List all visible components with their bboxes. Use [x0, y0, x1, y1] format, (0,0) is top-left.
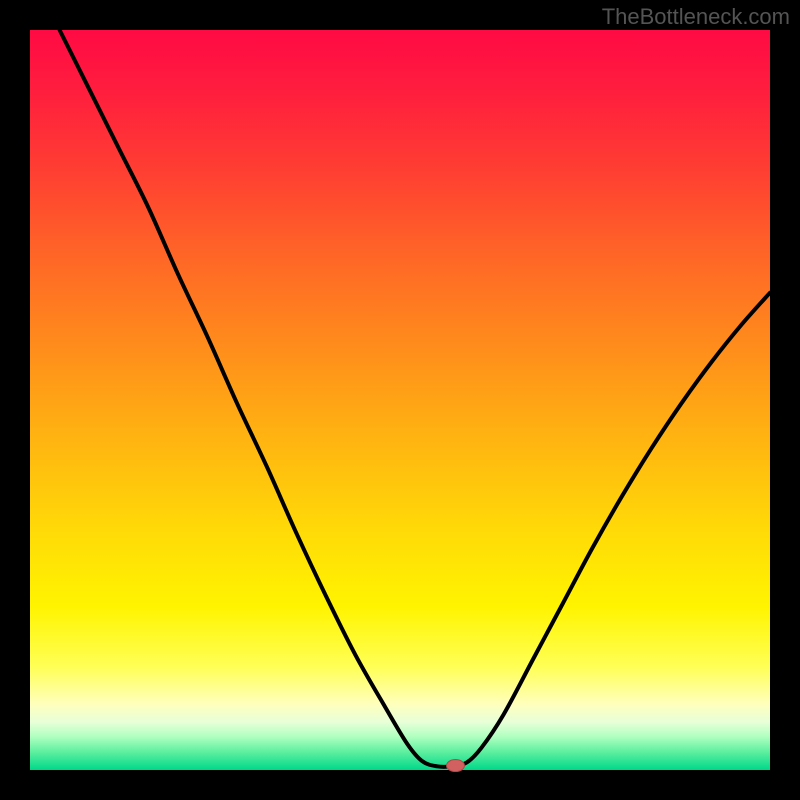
watermark-text: TheBottleneck.com	[602, 4, 790, 30]
minimum-marker	[447, 760, 465, 772]
bottleneck-chart	[0, 0, 800, 800]
chart-container: TheBottleneck.com	[0, 0, 800, 800]
plot-background	[30, 30, 770, 770]
